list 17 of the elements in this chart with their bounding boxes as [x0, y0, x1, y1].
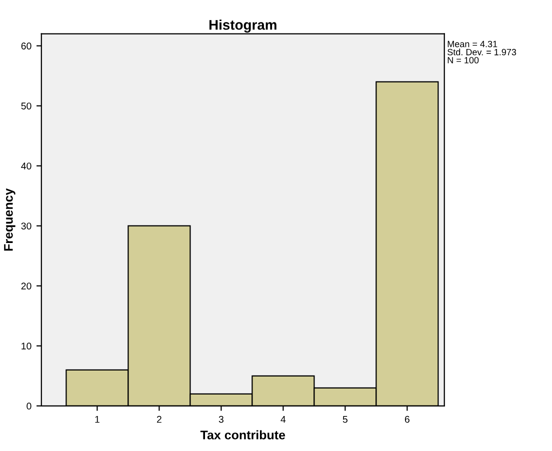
y-tick-label: 0 [26, 402, 32, 410]
y-tick-label: 20 [21, 282, 32, 290]
x-tick-label: 1 [95, 416, 100, 423]
x-axis-title: Tax contribute [200, 430, 286, 440]
y-tick-label: 30 [21, 222, 32, 230]
text: Mean = 4.31 Std. Dev. = 1.973 N = 100 [448, 40, 516, 64]
x-tick-label: 4 [280, 416, 286, 423]
x-tick-label: 6 [404, 416, 410, 423]
x-tick-label: 2 [156, 416, 162, 423]
y-tick-label: 40 [21, 162, 32, 170]
y-tick-label: 60 [21, 42, 32, 50]
y-axis-title: Frequency [4, 188, 16, 251]
y-tick-label: 10 [22, 342, 32, 350]
x-tick-label: 3 [218, 416, 224, 423]
y-tick-label: 50 [21, 102, 32, 110]
chart-title: Histogram [209, 20, 276, 33]
x-tick-label: 5 [342, 416, 348, 423]
